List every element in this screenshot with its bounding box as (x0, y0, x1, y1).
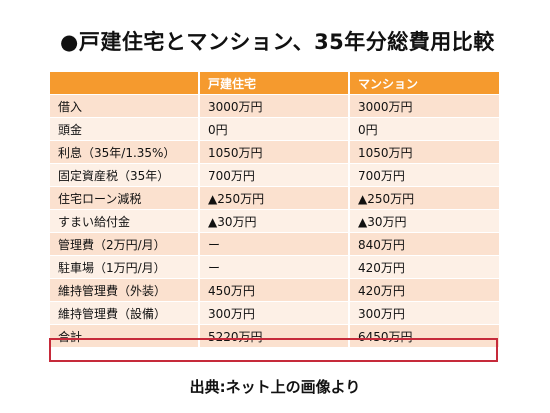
detached-house-value: 0円 (199, 117, 350, 141)
total-label: 合計 (50, 324, 200, 347)
row-label: 頭金 (50, 117, 200, 141)
header-cell-detached-house: 戸建住宅 (199, 72, 350, 95)
header-cell-item (50, 72, 200, 95)
row-label: 固定資産税（35年） (50, 163, 200, 187)
condominium-value: 300万円 (349, 301, 499, 325)
detached-house-value: ー (199, 232, 350, 256)
row-label: 維持管理費（外装） (50, 278, 200, 302)
cost-comparison-table: 戸建住宅 マンション 借入 3000万円 3000万円 頭金 0円 0円 利息（… (50, 72, 499, 347)
row-label: 維持管理費（設備） (50, 301, 200, 325)
condominium-total: 6450万円 (349, 324, 499, 347)
condominium-value: 3000万円 (349, 94, 499, 118)
detached-house-value: 3000万円 (199, 94, 350, 118)
header-cell-condominium: マンション (349, 72, 499, 95)
table-row: 頭金 0円 0円 (50, 117, 499, 141)
table-row: 利息（35年/1.35%） 1050万円 1050万円 (50, 140, 499, 164)
table-row: すまい給付金 ▲30万円 ▲30万円 (50, 209, 499, 233)
detached-house-value: ー (199, 255, 350, 279)
detached-house-value: 450万円 (199, 278, 350, 302)
condominium-value: 700万円 (349, 163, 499, 187)
table-row: 借入 3000万円 3000万円 (50, 94, 499, 118)
detached-house-value: 1050万円 (199, 140, 350, 164)
total-row: 合計 5220万円 6450万円 (50, 324, 499, 347)
table-row: 住宅ローン減税 ▲250万円 ▲250万円 (50, 186, 499, 210)
page-title: ●戸建住宅とマンション、35年分総費用比較 (60, 30, 495, 54)
source-caption: 出典:ネット上の画像より (189, 378, 361, 396)
condominium-value: 420万円 (349, 278, 499, 302)
row-label: 借入 (50, 94, 200, 118)
table-row: 管理費（2万円/月） ー 840万円 (50, 232, 499, 256)
row-label: 住宅ローン減税 (50, 186, 200, 210)
row-label: 管理費（2万円/月） (50, 232, 200, 256)
table-row: 維持管理費（外装） 450万円 420万円 (50, 278, 499, 302)
detached-house-value: ▲250万円 (199, 186, 350, 210)
detached-house-value: ▲30万円 (199, 209, 350, 233)
condominium-value: 1050万円 (349, 140, 499, 164)
table-row: 維持管理費（設備） 300万円 300万円 (50, 301, 499, 325)
row-label: 利息（35年/1.35%） (50, 140, 200, 164)
condominium-value: ▲30万円 (349, 209, 499, 233)
condominium-value: 420万円 (349, 255, 499, 279)
detached-house-value: 700万円 (199, 163, 350, 187)
condominium-value: 0円 (349, 117, 499, 141)
condominium-value: 840万円 (349, 232, 499, 256)
row-label: 駐車場（1万円/月） (50, 255, 200, 279)
table-row: 固定資産税（35年） 700万円 700万円 (50, 163, 499, 187)
detached-house-value: 300万円 (199, 301, 350, 325)
table-header-row: 戸建住宅 マンション (50, 72, 499, 95)
condominium-value: ▲250万円 (349, 186, 499, 210)
table-row: 駐車場（1万円/月） ー 420万円 (50, 255, 499, 279)
row-label: すまい給付金 (50, 209, 200, 233)
detached-house-total: 5220万円 (199, 324, 350, 347)
